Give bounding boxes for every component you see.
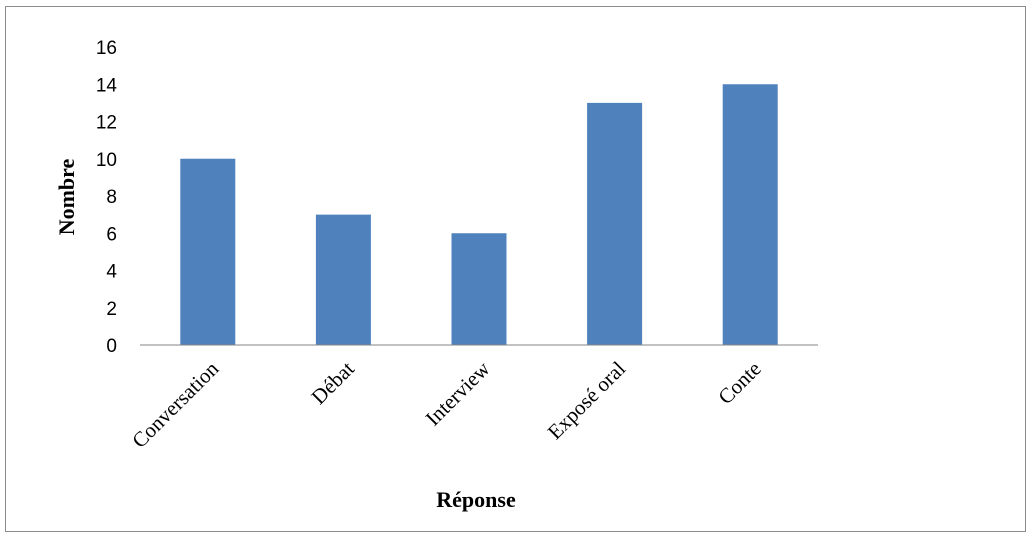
y-axis-title: Nombre: [54, 158, 79, 235]
x-axis-title: Réponse: [436, 487, 516, 512]
x-category-label: Débat: [306, 356, 359, 409]
y-tick-label: 10: [96, 150, 117, 171]
y-tick-label: 6: [106, 224, 117, 245]
y-tick-label: 4: [106, 262, 117, 283]
x-category-label: Conversation: [127, 356, 224, 453]
y-tick-label: 2: [106, 299, 117, 320]
x-category-label: Exposé oral: [543, 356, 631, 444]
bar-interview: [451, 233, 507, 345]
y-tick-label: 16: [96, 38, 117, 59]
y-tick-label: 12: [96, 113, 117, 134]
y-tick-label: 14: [96, 75, 118, 96]
y-tick-label: 0: [106, 336, 117, 357]
bar-conte: [722, 84, 778, 345]
bar-expos-oral: [587, 102, 643, 345]
bar-d-bat: [315, 214, 371, 345]
bars: [180, 84, 778, 345]
y-tick-label: 8: [106, 187, 117, 208]
x-axis-category-labels: Conversation Débat Interview Exposé oral Con…: [127, 356, 766, 453]
x-category-label: Conte: [713, 357, 765, 409]
bar-conversation: [180, 158, 236, 345]
y-axis-ticks: 0 2 4 6 8 10 12 14 16: [96, 38, 118, 357]
chart-frame: [5, 6, 1026, 532]
x-category-label: Interview: [421, 356, 495, 430]
